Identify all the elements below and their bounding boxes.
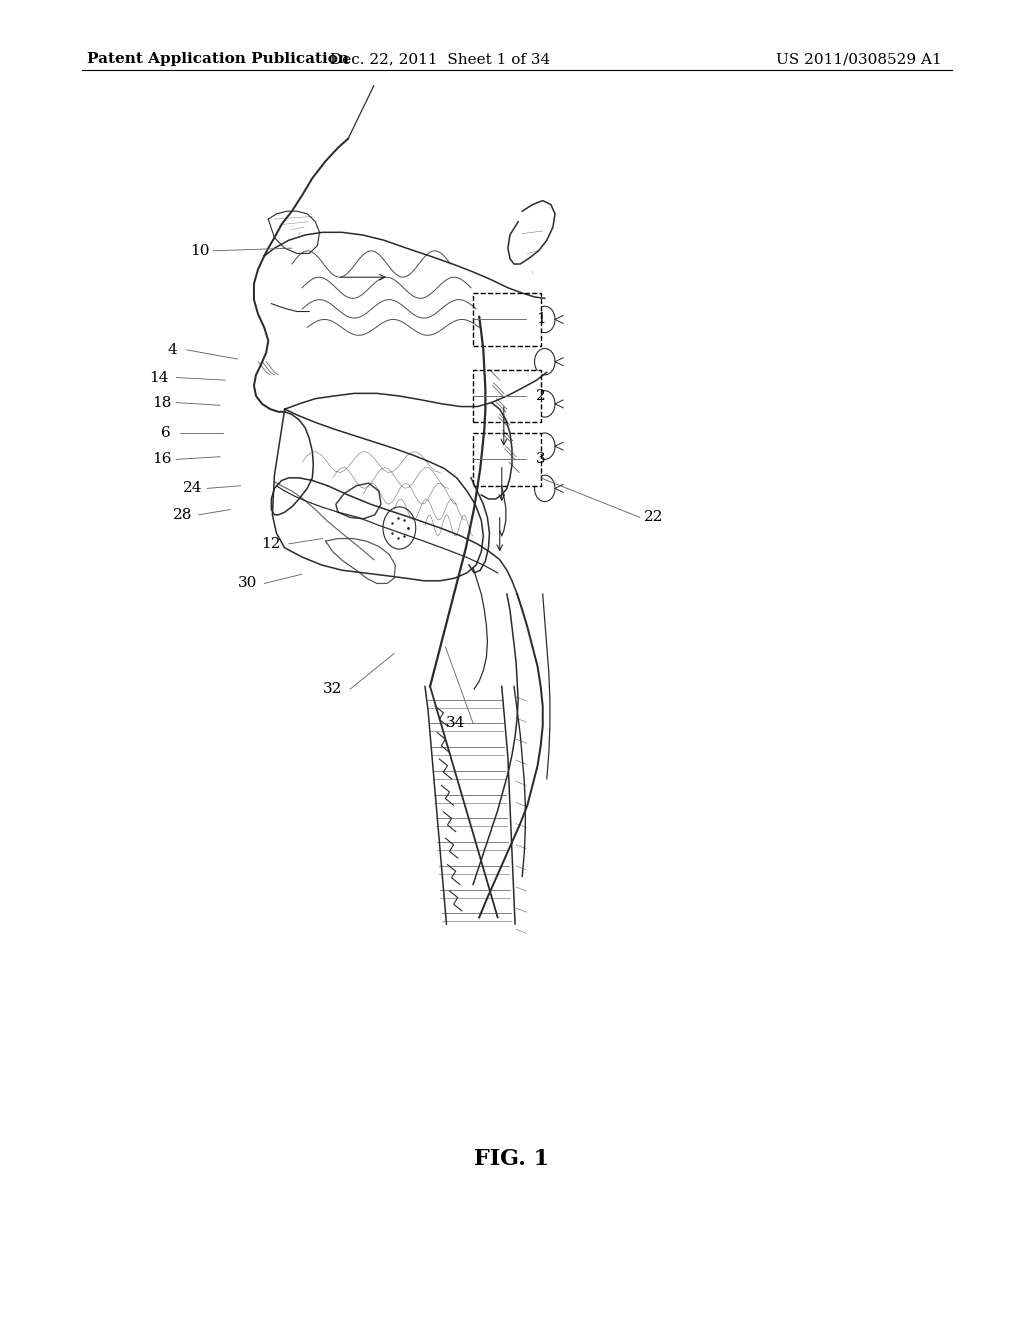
Text: 22: 22 <box>643 511 664 524</box>
Text: 3: 3 <box>536 453 546 466</box>
Text: 28: 28 <box>173 508 191 521</box>
Text: FIG. 1: FIG. 1 <box>474 1148 550 1170</box>
Text: 30: 30 <box>239 577 257 590</box>
Text: 12: 12 <box>261 537 282 550</box>
Text: 6: 6 <box>161 426 171 440</box>
Text: 32: 32 <box>324 682 342 696</box>
Text: 34: 34 <box>446 717 465 730</box>
Bar <box>473 370 541 422</box>
Text: 16: 16 <box>152 453 172 466</box>
Text: 24: 24 <box>182 482 203 495</box>
Text: 18: 18 <box>153 396 171 409</box>
Text: US 2011/0308529 A1: US 2011/0308529 A1 <box>776 53 942 66</box>
Text: Patent Application Publication: Patent Application Publication <box>87 53 349 66</box>
Bar <box>473 433 541 486</box>
Text: 14: 14 <box>148 371 169 384</box>
Text: 2: 2 <box>536 389 546 403</box>
Bar <box>473 293 541 346</box>
Text: 1: 1 <box>536 313 546 326</box>
Text: 10: 10 <box>189 244 210 257</box>
Text: 4: 4 <box>167 343 177 356</box>
Text: Dec. 22, 2011  Sheet 1 of 34: Dec. 22, 2011 Sheet 1 of 34 <box>330 53 551 66</box>
